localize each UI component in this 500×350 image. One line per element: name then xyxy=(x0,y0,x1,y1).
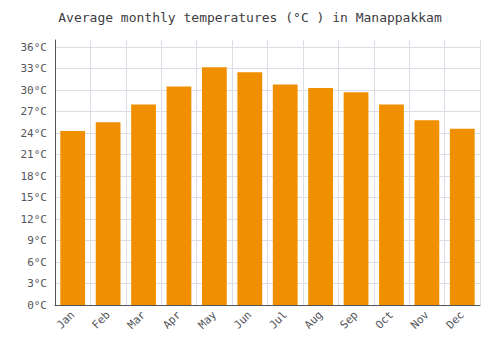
svg-text:15°C: 15°C xyxy=(21,191,48,204)
svg-text:Oct: Oct xyxy=(373,308,396,331)
svg-text:Jul: Jul xyxy=(267,308,290,331)
svg-text:Jun: Jun xyxy=(231,308,254,331)
svg-text:12°C: 12°C xyxy=(21,213,48,226)
svg-text:36°C: 36°C xyxy=(21,41,48,54)
svg-text:Jan: Jan xyxy=(54,308,77,331)
svg-text:0°C: 0°C xyxy=(27,299,47,312)
svg-text:6°C: 6°C xyxy=(27,256,47,269)
svg-text:30°C: 30°C xyxy=(21,84,48,97)
svg-text:May: May xyxy=(196,308,219,331)
svg-text:9°C: 9°C xyxy=(27,234,47,247)
svg-text:Apr: Apr xyxy=(160,308,183,331)
svg-text:Sep: Sep xyxy=(337,308,360,331)
svg-text:27°C: 27°C xyxy=(21,105,48,118)
svg-text:Dec: Dec xyxy=(444,308,467,331)
svg-text:18°C: 18°C xyxy=(21,170,48,183)
svg-text:Aug: Aug xyxy=(302,308,325,331)
svg-text:Average monthly temperatures (: Average monthly temperatures (°C ) in Ma… xyxy=(58,10,442,25)
svg-text:3°C: 3°C xyxy=(27,277,47,290)
svg-text:Nov: Nov xyxy=(408,308,431,331)
svg-text:Feb: Feb xyxy=(89,308,112,331)
svg-text:33°C: 33°C xyxy=(21,62,48,75)
svg-text:24°C: 24°C xyxy=(21,127,48,140)
svg-text:Mar: Mar xyxy=(125,308,148,331)
svg-text:21°C: 21°C xyxy=(21,148,48,161)
